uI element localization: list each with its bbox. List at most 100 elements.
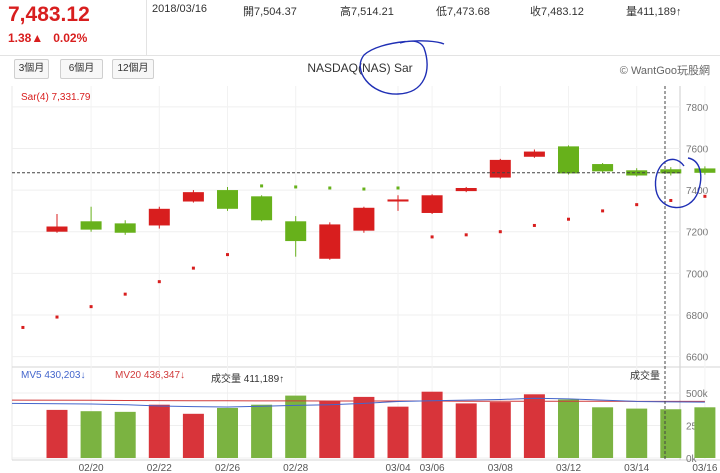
price-tick-label: 7600 — [686, 144, 709, 155]
sar-indicator-label: Sar(4) 7,331.79 — [21, 92, 91, 103]
range-3m-button[interactable]: 3個月 — [14, 59, 49, 79]
candle-body — [114, 223, 136, 233]
price-tick-label: 6600 — [686, 353, 709, 364]
date-tick-label: 03/16 — [692, 463, 717, 473]
candle-body — [46, 226, 68, 232]
volume-bar — [421, 391, 443, 458]
candle-body — [455, 187, 477, 192]
low-price: 低7,473.68 — [436, 6, 490, 18]
price-tick-label: 7800 — [686, 103, 709, 114]
sar-point — [498, 230, 502, 234]
date-tick-label: 02/26 — [215, 463, 240, 473]
volume-bar — [251, 404, 273, 458]
sar-point — [328, 186, 332, 190]
mv5-line — [11, 397, 705, 408]
volume-bar — [46, 409, 68, 458]
candle-body — [489, 159, 511, 178]
candle-body — [660, 169, 682, 174]
candle-body — [523, 151, 545, 157]
volume-bar — [694, 407, 716, 458]
volume-bar — [80, 411, 102, 458]
candle-body — [285, 221, 307, 242]
mv5-label: MV5 430,203↓ — [21, 370, 86, 381]
close-price: 收7,483.12 — [530, 6, 584, 18]
date-tick-label: 02/20 — [79, 463, 104, 473]
sar-point — [226, 253, 229, 257]
price-tick-label: 7000 — [686, 269, 709, 280]
candle-body — [558, 146, 579, 174]
volume-bar — [182, 413, 204, 458]
candle-body — [626, 170, 648, 176]
volume-bar — [626, 408, 648, 458]
volume-bar — [285, 395, 307, 458]
mv20-label: MV20 436,347↓ — [115, 370, 186, 381]
volume-bar — [558, 399, 579, 458]
sar-point — [260, 184, 264, 188]
volume-bar — [217, 407, 238, 458]
sar-point — [21, 325, 25, 329]
sar-point — [635, 203, 639, 207]
volume-bar — [455, 403, 477, 458]
volume-bar — [114, 411, 136, 458]
volume-legend-label: 成交量 411,189↑ — [211, 374, 285, 385]
sar-point — [294, 185, 298, 189]
volume-tick-label: 0k — [686, 454, 698, 465]
volume-bar — [148, 404, 170, 458]
sar-point — [157, 280, 161, 284]
credit-label: © WantGoo玩股網 — [619, 65, 710, 77]
volume-bar — [387, 406, 409, 458]
date-tick-label: 03/12 — [556, 463, 581, 473]
sar-point — [362, 187, 366, 191]
volume-tick-label: 500k — [686, 389, 709, 400]
volume-value: 量411,189↑ — [626, 6, 682, 18]
candle-body — [217, 190, 238, 209]
sar-point — [55, 315, 59, 319]
candle-body — [421, 195, 443, 213]
volume-bar — [592, 407, 614, 458]
range-6m-button[interactable]: 6個月 — [60, 59, 103, 79]
date-tick-label: 03/06 — [420, 463, 445, 473]
quote-date: 2018/03/16 — [152, 3, 208, 15]
sar-point — [89, 305, 93, 309]
volume-bar — [489, 402, 511, 458]
candle-body — [148, 208, 170, 226]
sar-point — [532, 223, 536, 227]
open-price: 開7,504.37 — [243, 6, 297, 18]
volume-axis-title: 成交量 — [630, 371, 660, 382]
range-12m-button[interactable]: 12個月 — [112, 59, 154, 79]
volume-bar — [660, 409, 682, 458]
price-change: 1.38▲ 0.02% — [8, 31, 87, 45]
high-price: 高7,514.21 — [340, 6, 394, 18]
volume-bar — [523, 394, 545, 458]
candle-body — [319, 224, 341, 259]
last-price: 7,483.12 — [8, 3, 90, 26]
sar-point — [396, 186, 400, 190]
price-tick-label: 7200 — [686, 228, 709, 239]
annotation-circle-title — [359, 40, 445, 95]
sar-point — [430, 235, 434, 239]
mv20-line — [11, 399, 705, 402]
date-tick-label: 02/22 — [147, 463, 172, 473]
sar-point — [703, 194, 707, 198]
candle-body — [694, 168, 716, 173]
sar-point — [123, 292, 127, 296]
candle-body — [80, 221, 102, 230]
price-box: 7,483.12 1.38▲ 0.02% — [0, 0, 147, 55]
change-percent: 0.02% — [53, 31, 88, 45]
price-tick-label: 7400 — [686, 186, 709, 197]
sar-point — [601, 209, 605, 213]
annotation-circle-last-candle — [654, 157, 702, 209]
sar-point — [567, 217, 570, 221]
volume-bar — [353, 396, 375, 458]
candle-body — [353, 207, 375, 231]
date-tick-label: 03/04 — [385, 463, 410, 473]
sar-indicator-value: Sar(4) 7,331.79 — [21, 92, 91, 103]
quote-header: 7,483.12 1.38▲ 0.02% 2018/03/16 開7,504.3… — [0, 0, 720, 56]
date-tick-label: 02/28 — [283, 463, 308, 473]
candle-body — [387, 199, 409, 202]
price-tick-label: 6800 — [686, 311, 709, 322]
candle-body — [592, 164, 614, 172]
volume-bar — [319, 400, 341, 458]
sar-point — [464, 233, 468, 237]
